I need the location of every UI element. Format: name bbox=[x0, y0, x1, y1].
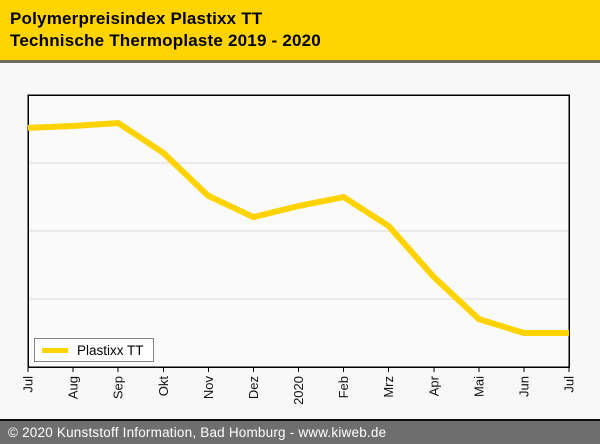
price-chart: Jul Aug Sep Okt Nov Dez 2020 Feb Mrz Apr Mai Jun Jul bbox=[21, 94, 577, 405]
chart-title-line1: Polymerpreisindex Plastixx TT bbox=[10, 9, 263, 28]
x-axis-label: Okt bbox=[156, 376, 171, 397]
x-axis-label: Jul bbox=[21, 376, 36, 393]
chart-title-line2: Technische Thermoplaste 2019 - 2020 bbox=[10, 31, 321, 50]
x-axis-label: Nov bbox=[201, 376, 216, 400]
legend: Plastixx TT bbox=[34, 338, 154, 362]
x-axis-label: Jul bbox=[562, 376, 577, 393]
x-axis-label: Apr bbox=[426, 375, 441, 396]
x-axis-label: Mrz bbox=[381, 376, 396, 398]
x-axis-label: Dez bbox=[246, 376, 261, 399]
legend-swatch bbox=[42, 347, 68, 353]
header-banner: Polymerpreisindex Plastixx TT Technische… bbox=[0, 0, 600, 63]
footer-text: © 2020 Kunststoff Information, Bad Hombu… bbox=[8, 425, 387, 440]
x-axis-label: Feb bbox=[336, 376, 351, 398]
x-axis-label: Jun bbox=[516, 376, 531, 397]
series-line-plastixx-tt bbox=[27, 119, 569, 336]
x-axis-label: Sep bbox=[111, 376, 126, 399]
footer-bar: © 2020 Kunststoff Information, Bad Hombu… bbox=[0, 419, 600, 444]
x-axis-label: 2020 bbox=[291, 376, 306, 405]
x-axis-label: Aug bbox=[66, 376, 81, 399]
legend-label: Plastixx TT bbox=[77, 342, 144, 358]
x-axis-label: Mai bbox=[471, 376, 486, 397]
